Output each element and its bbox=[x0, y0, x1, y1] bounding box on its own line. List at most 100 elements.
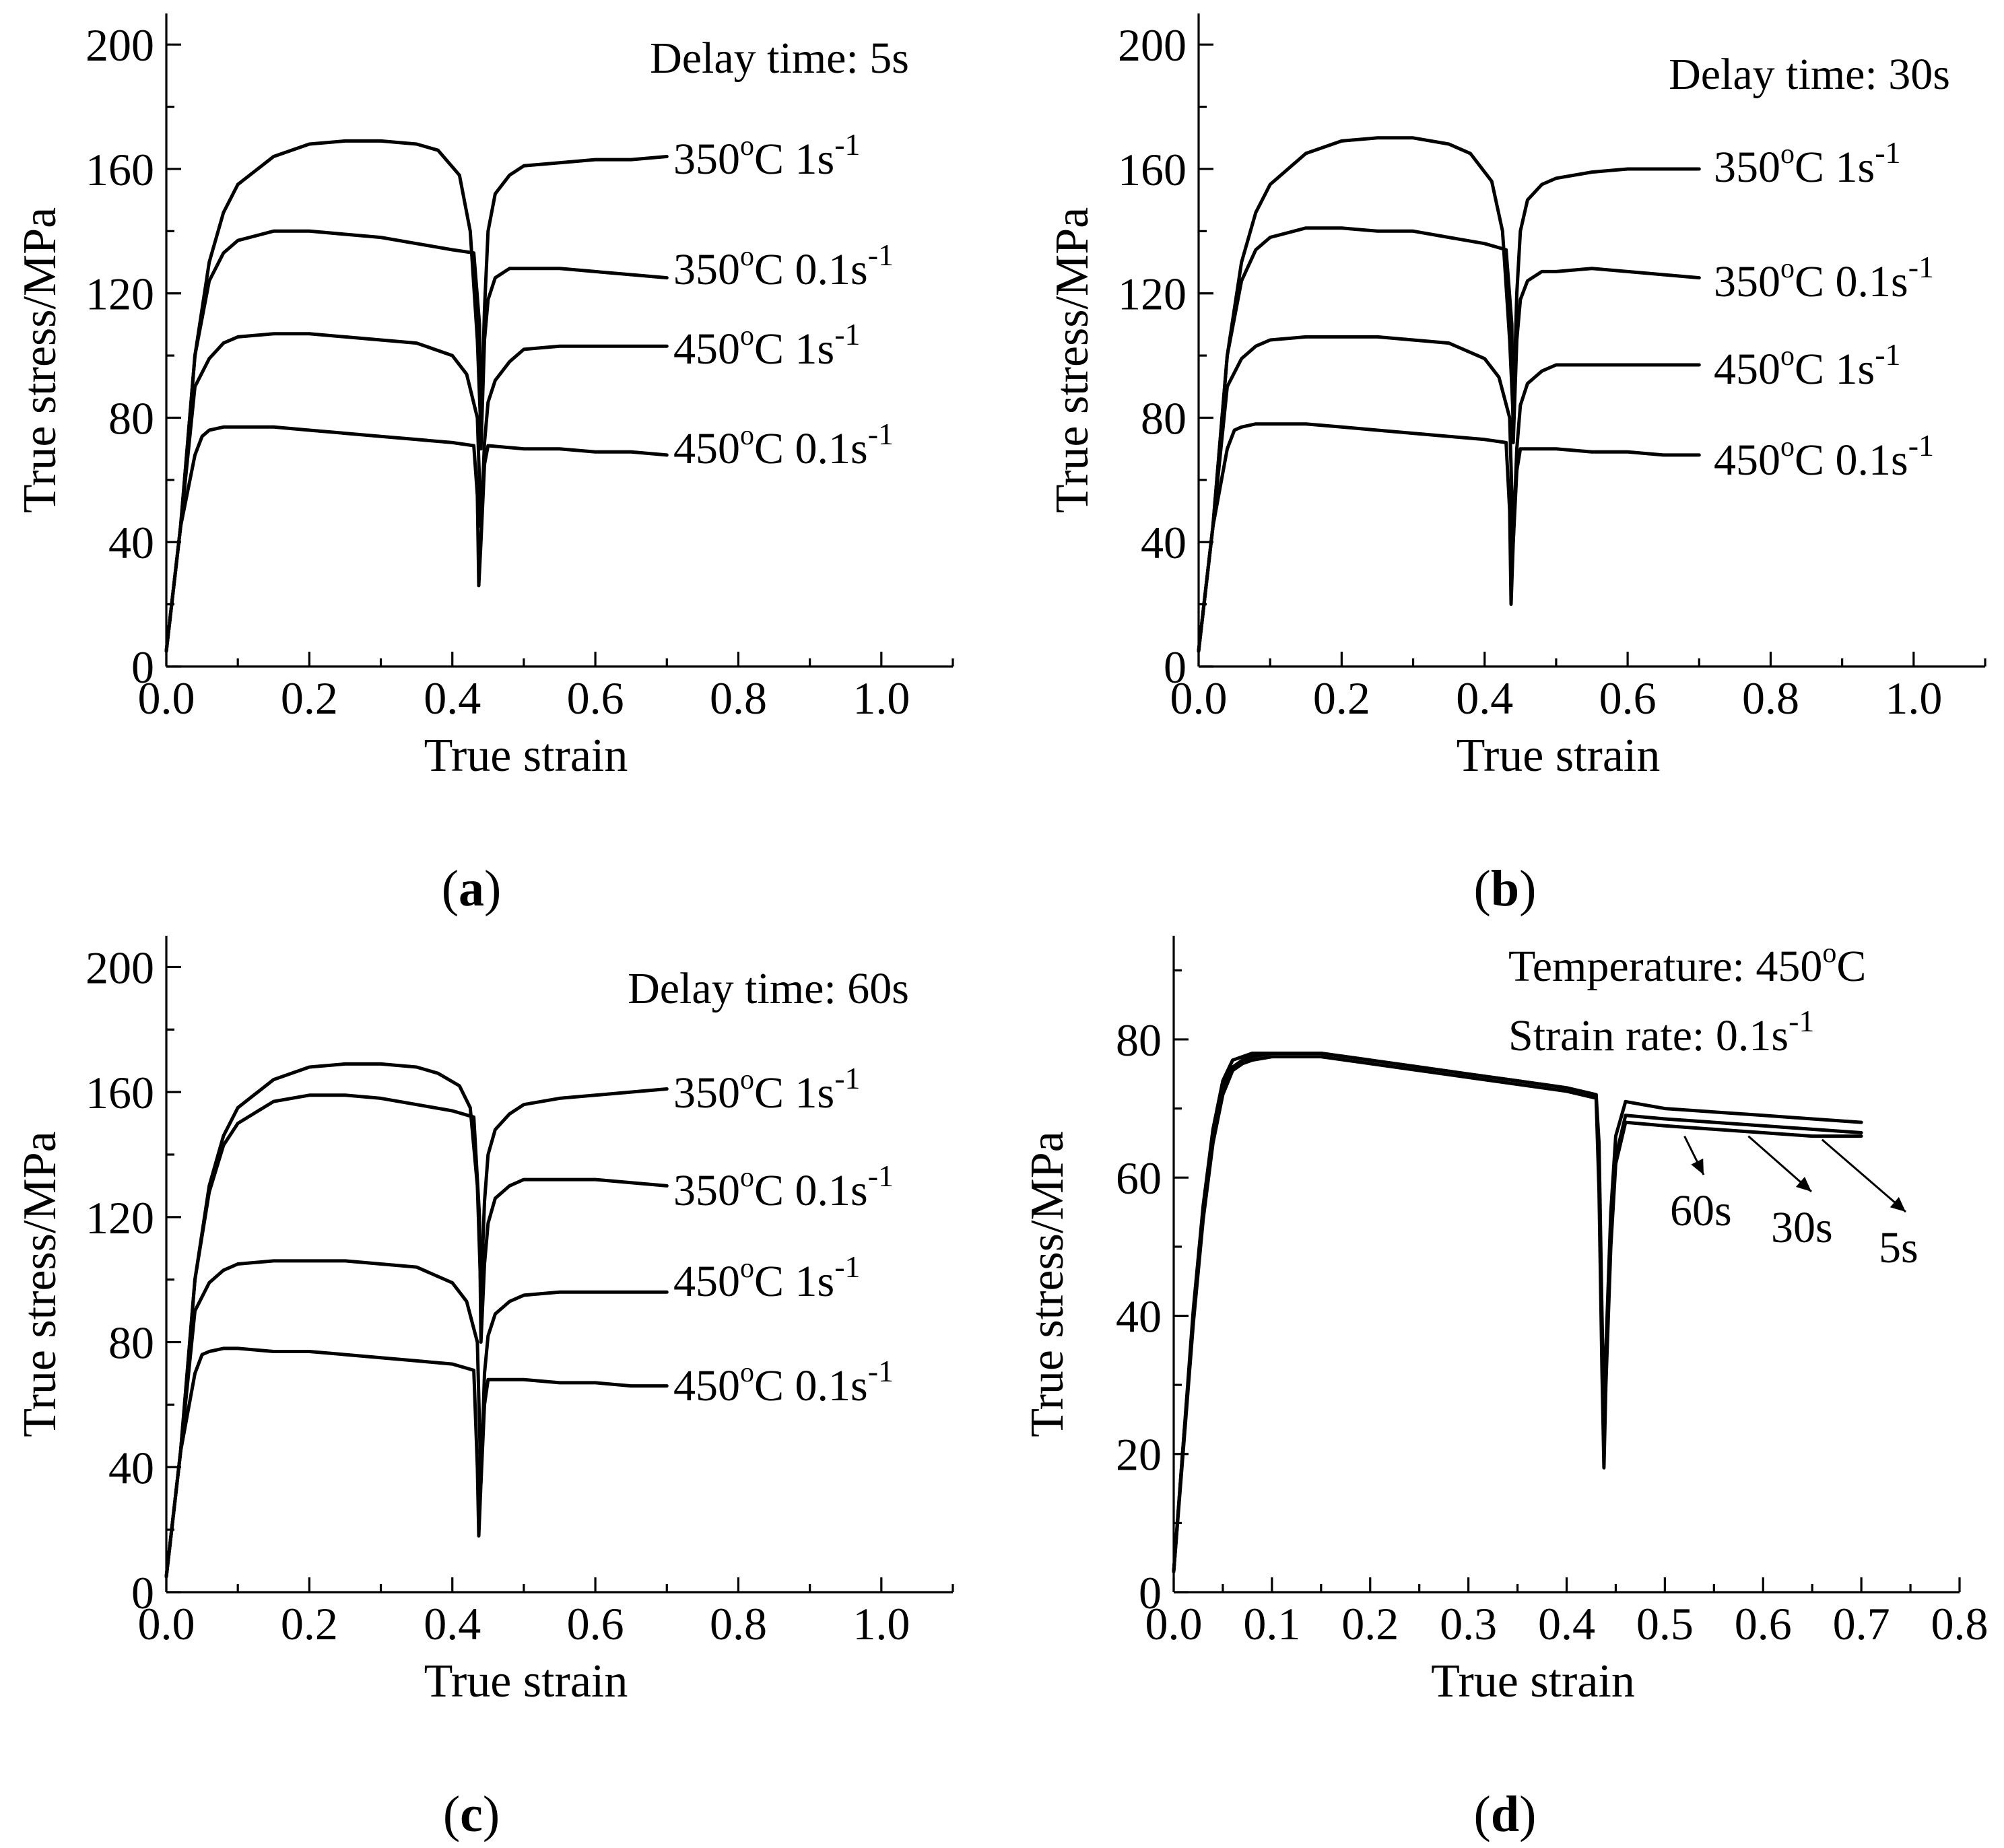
strain-rate-annotation: Strain rate: 0.1s-1 bbox=[1508, 1004, 1814, 1060]
x-tick-label: 0.8 bbox=[1931, 1598, 1989, 1649]
series-label: 350oC 0.1s-1 bbox=[673, 238, 894, 294]
y-tick-label: 0 bbox=[1139, 1567, 1162, 1618]
y-tick-label: 200 bbox=[86, 20, 154, 71]
series-line-450-C-0-1s-1 bbox=[1197, 422, 1701, 653]
x-tick-label: 1.0 bbox=[853, 1598, 910, 1649]
x-tick-label: 0.5 bbox=[1636, 1598, 1694, 1649]
panel-label-b: (b) bbox=[1474, 860, 1537, 917]
series-line-350-C-1s-1 bbox=[164, 139, 669, 653]
x-tick-label: 0.6 bbox=[567, 1598, 624, 1649]
panel-label-a: (a) bbox=[442, 860, 502, 917]
y-tick-label: 120 bbox=[86, 269, 154, 320]
series-line-350-C-1s-1 bbox=[1197, 136, 1701, 653]
series-label: 450oC 1s-1 bbox=[673, 1250, 861, 1306]
x-tick-label: 0.0 bbox=[1170, 673, 1228, 724]
y-tick-label: 40 bbox=[1116, 1291, 1162, 1342]
series-label: 450oC 0.1s-1 bbox=[1714, 428, 1934, 485]
series-label: 450oC 0.1s-1 bbox=[673, 1354, 894, 1410]
delay-time-annotation: Delay time: 30s bbox=[1669, 50, 1950, 99]
y-tick-label: 200 bbox=[86, 942, 154, 993]
x-tick-label: 0.6 bbox=[567, 673, 624, 724]
arrow-label-60s: 60s bbox=[1670, 1186, 1732, 1235]
panel-label-c: (c) bbox=[443, 1786, 500, 1843]
x-tick-label: 0.0 bbox=[138, 1598, 195, 1649]
x-axis-title: True strain bbox=[424, 1655, 628, 1707]
y-tick-label: 120 bbox=[86, 1192, 154, 1243]
arrow-label-30s: 30s bbox=[1771, 1203, 1833, 1252]
y-tick-label: 160 bbox=[1118, 144, 1187, 195]
series-line-450-C-1s-1 bbox=[164, 332, 669, 653]
x-tick-label: 0.3 bbox=[1440, 1598, 1497, 1649]
x-tick-label: 1.0 bbox=[1885, 673, 1942, 724]
y-tick-label: 80 bbox=[1116, 1015, 1162, 1066]
chart-panel-a: 0.0 0.2 0.4 0.6 0.8 1.0 0 40 80 120 160 200 True str… bbox=[14, 13, 954, 917]
chart-panel-d: 0.0 0.1 0.2 0.3 0.4 0.5 0.6 0.7 0.8 0 20 40 60 80 True… bbox=[1022, 936, 1989, 1843]
x-tick-label: 0.0 bbox=[1145, 1598, 1203, 1649]
y-tick-label: 160 bbox=[86, 1067, 154, 1118]
series-label: 450oC 0.1s-1 bbox=[673, 417, 894, 473]
y-tick-label: 160 bbox=[86, 144, 154, 195]
series-label: 350oC 1s-1 bbox=[673, 127, 861, 184]
y-tick-label: 40 bbox=[1141, 517, 1187, 568]
arrow-label-5s: 5s bbox=[1879, 1223, 1918, 1272]
series-line-350-C-1s-1 bbox=[164, 1062, 669, 1579]
x-tick-label: 1.0 bbox=[853, 673, 910, 724]
x-tick-label: 0.8 bbox=[710, 673, 767, 724]
series-label: 350oC 0.1s-1 bbox=[1714, 250, 1934, 306]
series-line-450-C-1s-1 bbox=[164, 1259, 669, 1579]
x-tick-label: 0.2 bbox=[1341, 1598, 1399, 1649]
x-tick-label: 0.2 bbox=[281, 1598, 338, 1649]
y-tick-label: 40 bbox=[108, 517, 154, 568]
x-tick-label: 0.4 bbox=[424, 673, 481, 724]
y-tick-label: 120 bbox=[1118, 269, 1187, 320]
y-tick-label: 0 bbox=[131, 642, 154, 693]
y-axis-title: True stress/MPa bbox=[14, 207, 66, 513]
x-tick-label: 0.1 bbox=[1243, 1598, 1300, 1649]
series-label: 450oC 1s-1 bbox=[673, 317, 861, 374]
y-tick-label: 40 bbox=[108, 1442, 154, 1493]
series-line-350-C-0-1s-1 bbox=[164, 229, 669, 653]
x-axis-title: True strain bbox=[1431, 1655, 1635, 1707]
x-tick-label: 0.4 bbox=[1456, 673, 1513, 724]
series-label: 350oC 1s-1 bbox=[1714, 135, 1901, 192]
series-label: 350oC 1s-1 bbox=[673, 1061, 861, 1118]
x-axis-title: True strain bbox=[424, 730, 628, 782]
temperature-annotation: Temperature: 450oC bbox=[1508, 938, 1866, 991]
delay-time-annotation: Delay time: 5s bbox=[650, 34, 909, 83]
delay-time-annotation: Delay time: 60s bbox=[628, 964, 909, 1013]
series-line-60s bbox=[1172, 1055, 1863, 1573]
series-line-30s bbox=[1172, 1052, 1863, 1573]
series-line-450-C-0-1s-1 bbox=[164, 1346, 669, 1579]
y-tick-label: 0 bbox=[131, 1567, 154, 1618]
y-axis-title: True stress/MPa bbox=[14, 1131, 66, 1437]
series-label: 450oC 1s-1 bbox=[1714, 337, 1901, 394]
x-tick-label: 0.4 bbox=[424, 1598, 481, 1649]
y-tick-label: 60 bbox=[1116, 1153, 1162, 1204]
panel-label-d: (d) bbox=[1474, 1786, 1537, 1843]
y-tick-label: 0 bbox=[1164, 642, 1187, 693]
x-tick-label: 0.2 bbox=[281, 673, 338, 724]
x-tick-label: 0.6 bbox=[1735, 1598, 1792, 1649]
arrow-5s bbox=[1821, 1138, 1906, 1213]
arrowhead-60s bbox=[1691, 1158, 1704, 1175]
y-tick-label: 80 bbox=[1141, 392, 1187, 444]
arrowhead-5s bbox=[1890, 1197, 1906, 1212]
x-tick-label: 0.8 bbox=[710, 1598, 767, 1649]
x-axis-title: True strain bbox=[1457, 730, 1661, 782]
chart-panel-c: 0.0 0.2 0.4 0.6 0.8 1.0 0 40 80 120 160 200 True str… bbox=[14, 936, 954, 1843]
y-tick-label: 80 bbox=[108, 1317, 154, 1369]
y-axis-title: True stress/MPa bbox=[1022, 1131, 1073, 1437]
x-tick-label: 0.2 bbox=[1313, 673, 1370, 724]
x-tick-label: 0.0 bbox=[138, 673, 195, 724]
series-line-350-C-0-1s-1 bbox=[164, 1093, 669, 1579]
y-tick-label: 80 bbox=[108, 392, 154, 444]
y-tick-label: 200 bbox=[1118, 20, 1187, 71]
y-tick-label: 20 bbox=[1116, 1429, 1162, 1480]
chart-panel-b: 0.0 0.2 0.4 0.6 0.8 1.0 0 40 80 120 160 200 True str… bbox=[1046, 13, 1986, 917]
series-line-450-C-0-1s-1 bbox=[164, 425, 669, 653]
y-axis-title: True stress/MPa bbox=[1046, 207, 1098, 513]
series-line-450-C-1s-1 bbox=[1197, 335, 1701, 653]
arrowhead-30s bbox=[1795, 1176, 1811, 1192]
series-line-350-C-0-1s-1 bbox=[1197, 226, 1701, 653]
